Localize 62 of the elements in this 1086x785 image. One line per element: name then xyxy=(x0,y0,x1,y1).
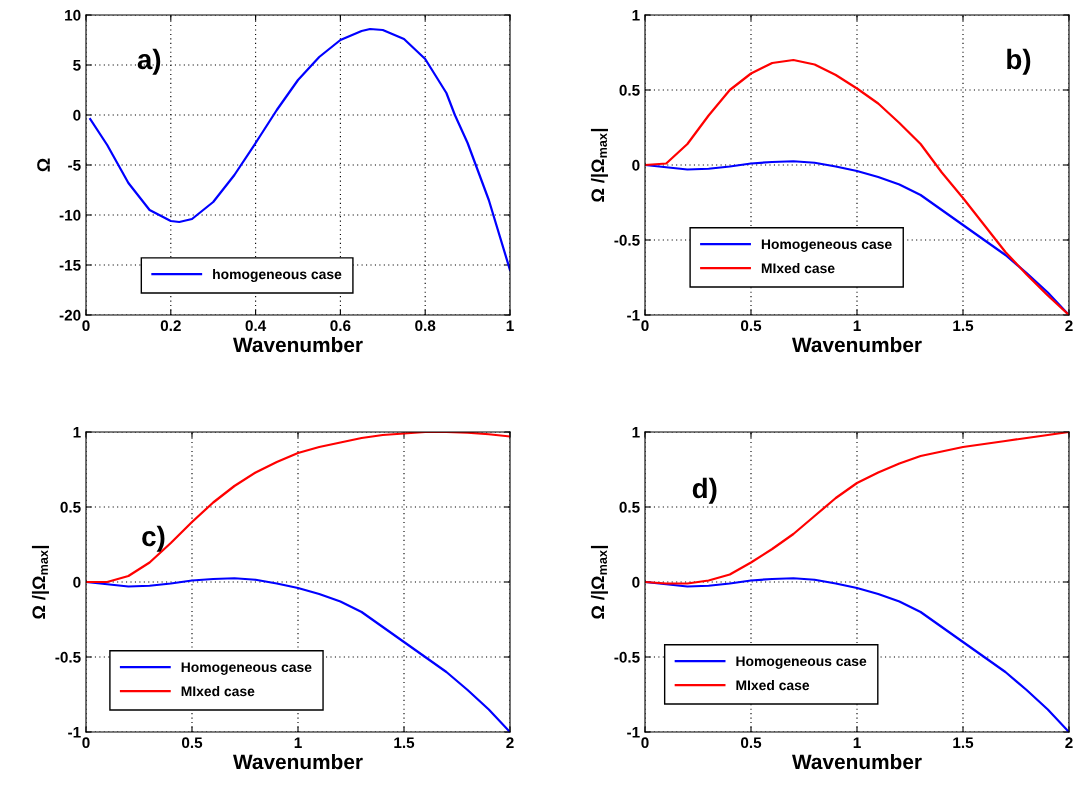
y-tick-label: -15 xyxy=(59,260,81,271)
legend-label: Homogeneous case xyxy=(181,662,312,675)
y-tick-label: -5 xyxy=(68,160,81,171)
annotation: c) xyxy=(142,525,165,552)
y-tick-label: 0 xyxy=(632,576,640,588)
x-tick-label: 1 xyxy=(506,320,514,331)
x-tick-label: 0 xyxy=(82,737,90,749)
x-tick-label: 2 xyxy=(1065,737,1073,748)
y-tick-label: 5 xyxy=(73,60,81,71)
y-tick-label: 1 xyxy=(73,427,81,438)
y-tick-label: 1 xyxy=(632,427,640,438)
y-tick-label: -10 xyxy=(59,209,81,221)
x-tick-label: 0 xyxy=(641,737,649,749)
annotation: a) xyxy=(137,48,161,75)
y-tick-label: -20 xyxy=(59,309,81,321)
y-axis-title: Ω /|Ω$_{max}$| xyxy=(31,545,50,619)
x-tick-label: 0.6 xyxy=(330,320,351,332)
y-tick-label: 10 xyxy=(65,9,81,21)
x-tick-label: 1.5 xyxy=(953,737,974,749)
legend-label: homogeneous case xyxy=(213,268,342,282)
y-tick-label: 0 xyxy=(73,576,81,588)
y-tick-label: -0.5 xyxy=(614,234,640,246)
x-tick-label: 0 xyxy=(82,320,90,332)
x-tick-label: 0.5 xyxy=(740,320,762,332)
x-axis-title: Wavenumber xyxy=(792,336,922,353)
y-tick-label: -0.5 xyxy=(614,651,640,663)
x-tick-label: 1 xyxy=(294,737,302,748)
y-tick-label: 0 xyxy=(632,159,640,171)
y-tick-label: 0.5 xyxy=(60,501,81,513)
y-tick-label: -1 xyxy=(627,310,640,321)
y-axis-title: Ω xyxy=(37,158,50,172)
y-tick-label: -1 xyxy=(68,727,81,738)
y-axis-title: Ω /|Ω$_{max}$| xyxy=(590,128,609,202)
y-tick-label: -1 xyxy=(627,727,640,738)
x-tick-label: 0.8 xyxy=(415,320,436,332)
legend-label: Homogeneous case xyxy=(761,239,892,252)
x-axis-title: Wavenumber xyxy=(233,336,363,353)
legend-label: Homogeneous case xyxy=(736,656,867,669)
y-axis-title: Ω /|Ω$_{max}$| xyxy=(590,545,609,619)
x-tick-label: 1.5 xyxy=(953,320,974,332)
legend-label: MIxed case xyxy=(761,263,835,274)
x-tick-label: 1.5 xyxy=(394,737,415,749)
annotation: b) xyxy=(1007,48,1031,75)
legend-label: MIxed case xyxy=(181,686,255,697)
annotation: d) xyxy=(692,477,717,504)
x-tick-label: 0.5 xyxy=(181,737,203,749)
x-axis-title: Wavenumber xyxy=(233,753,363,770)
x-tick-label: 0.2 xyxy=(160,320,181,332)
x-tick-label: 0 xyxy=(641,320,649,332)
x-tick-label: 1 xyxy=(853,320,861,331)
y-tick-label: 0 xyxy=(73,109,81,121)
legend-label: MIxed case xyxy=(736,680,810,691)
x-tick-label: 2 xyxy=(1065,320,1073,331)
y-tick-label: 1 xyxy=(632,10,640,21)
x-tick-label: 1 xyxy=(853,737,861,748)
y-tick-label: -0.5 xyxy=(55,651,81,663)
y-tick-label: 0.5 xyxy=(619,84,640,96)
x-tick-label: 0.5 xyxy=(740,737,762,749)
x-tick-label: 2 xyxy=(506,737,514,748)
x-tick-label: 0.4 xyxy=(245,320,267,332)
y-tick-label: 0.5 xyxy=(619,501,640,513)
x-axis-title: Wavenumber xyxy=(792,753,922,770)
